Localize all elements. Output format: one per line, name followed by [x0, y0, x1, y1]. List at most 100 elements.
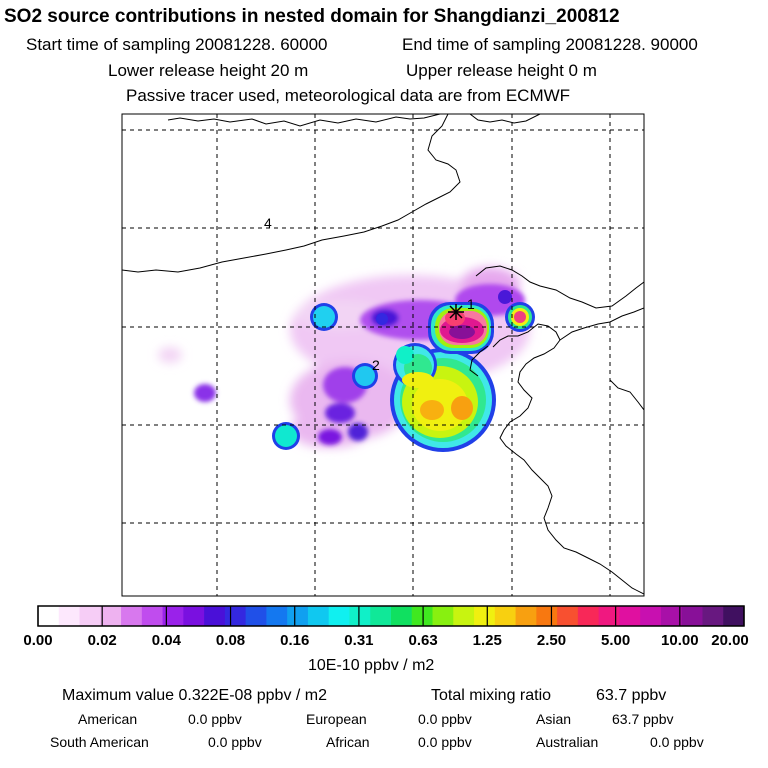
- border-line: [167, 114, 441, 127]
- colorbar-swatch: [432, 606, 454, 626]
- region-name: European: [306, 711, 367, 727]
- colorbar-tick-label: 0.31: [344, 632, 374, 649]
- map-label: 2: [372, 357, 380, 373]
- map-label: 4: [264, 215, 272, 231]
- colorbar-swatch: [494, 606, 517, 626]
- region-name: Australian: [536, 734, 599, 750]
- colorbar-swatch: [453, 606, 475, 626]
- border-line: [469, 114, 541, 124]
- colorbar-swatch: [100, 606, 122, 626]
- hotspot-layer: [428, 302, 494, 354]
- colorbar-swatch: [349, 606, 371, 626]
- coastline: [609, 379, 644, 411]
- region-value: 0.0 ppbv: [188, 711, 242, 727]
- colorbar-swatch: [287, 606, 309, 626]
- colorbar-swatch: [121, 606, 143, 626]
- map-label: 1: [467, 296, 475, 312]
- colorbar-swatch: [79, 606, 101, 626]
- source-spot: [514, 311, 526, 323]
- map-frame: [121, 113, 645, 597]
- lower-release-height: Lower release height 20 m: [108, 61, 309, 80]
- source-spot: [376, 313, 388, 325]
- colorbar-swatch: [245, 606, 267, 626]
- colorbar-swatch: [266, 606, 288, 626]
- region-name: South American: [50, 734, 149, 750]
- colorbar-swatch: [183, 606, 205, 626]
- colorbar-swatch: [224, 606, 247, 626]
- colorbar-swatch: [474, 606, 496, 626]
- plume-yellow: [402, 372, 434, 388]
- station-marker: [448, 304, 464, 320]
- region-value: 0.0 ppbv: [418, 734, 472, 750]
- colorbar-tick-label: 20.00: [711, 632, 749, 649]
- plume-orange: [420, 400, 444, 420]
- maximum-value: Maximum value 0.322E-08 ppbv / m2: [62, 687, 328, 704]
- colorbar-tick-label: 10.00: [661, 632, 699, 649]
- plume-orange: [451, 396, 473, 420]
- upper-release-height: Upper release height 0 m: [406, 61, 597, 80]
- colorbar-swatch: [515, 606, 537, 626]
- colorbar-swatch: [162, 606, 184, 626]
- region-value: 63.7 ppbv: [612, 711, 674, 727]
- colorbar-tick-label: 0.08: [215, 632, 246, 649]
- source-spot: [498, 290, 512, 304]
- colorbar-tick-label: 0.16: [280, 632, 310, 649]
- colorbar-swatch: [38, 606, 60, 626]
- purple-blob: [194, 384, 216, 402]
- total-mixing-ratio-value: 63.7 ppbv: [596, 687, 667, 704]
- station-cross: [449, 305, 463, 319]
- colorbar-tick-label: 1.25: [472, 632, 502, 649]
- source-spot: [313, 306, 335, 328]
- haze-blob: [158, 347, 182, 363]
- region-name: American: [78, 711, 138, 727]
- coastlines: [122, 114, 644, 595]
- colorbar-swatch: [557, 606, 579, 626]
- colorbar-tick-label: 5.00: [601, 632, 631, 649]
- region-value: 0.0 ppbv: [650, 734, 704, 750]
- colorbar-swatch: [681, 606, 703, 626]
- colorbar-swatch: [328, 606, 350, 626]
- plume-layer: [390, 343, 496, 452]
- purple-blob: [348, 423, 368, 441]
- coastline: [469, 345, 489, 377]
- region-value: 0.0 ppbv: [418, 711, 472, 727]
- colorbar-swatch: [723, 606, 745, 626]
- colorbar-swatch: [536, 606, 558, 626]
- concentration-field: [122, 114, 644, 596]
- coastline: [559, 307, 644, 341]
- colorbar-swatch: [619, 606, 641, 626]
- colorbar-units: 10E-10 ppbv / m2: [308, 657, 435, 674]
- colorbar-swatch: [411, 606, 434, 626]
- colorbar-tick-label: 0.63: [408, 632, 438, 649]
- colorbar-swatch: [577, 606, 600, 626]
- colorbar-swatch: [307, 606, 330, 626]
- lat-lon-grid: [122, 114, 644, 596]
- colorbar-swatch: [598, 606, 620, 626]
- colorbar-swatch: [640, 606, 662, 626]
- source-spot: [275, 425, 297, 447]
- tracer-note: Passive tracer used, meteorological data…: [126, 86, 571, 105]
- region-name: African: [326, 734, 370, 750]
- border-line: [122, 114, 461, 273]
- colorbar-swatch: [370, 606, 392, 626]
- purple-blob: [325, 403, 355, 423]
- start-time: Start time of sampling 20081228. 60000: [26, 35, 328, 54]
- hotspot-core: [449, 325, 475, 339]
- region-value: 0.0 ppbv: [208, 734, 262, 750]
- region-name: Asian: [536, 711, 572, 727]
- end-time: End time of sampling 20081228. 90000: [402, 35, 698, 54]
- colorbar-swatch: [702, 606, 724, 626]
- source-spot: [355, 366, 375, 386]
- colorbar-swatch: [204, 606, 226, 626]
- chart-title: SO2 source contributions in nested domai…: [4, 6, 620, 27]
- coastline: [492, 323, 644, 595]
- colorbar-swatch: [391, 606, 413, 626]
- colorbar-tick-label: 2.50: [536, 632, 567, 649]
- colorbar-swatch: [660, 606, 683, 626]
- colorbar-tick-label: 0.00: [23, 632, 53, 649]
- colorbar-swatch: [141, 606, 164, 626]
- plume-teal: [396, 346, 414, 364]
- colorbar-tick-label: 0.04: [151, 632, 181, 649]
